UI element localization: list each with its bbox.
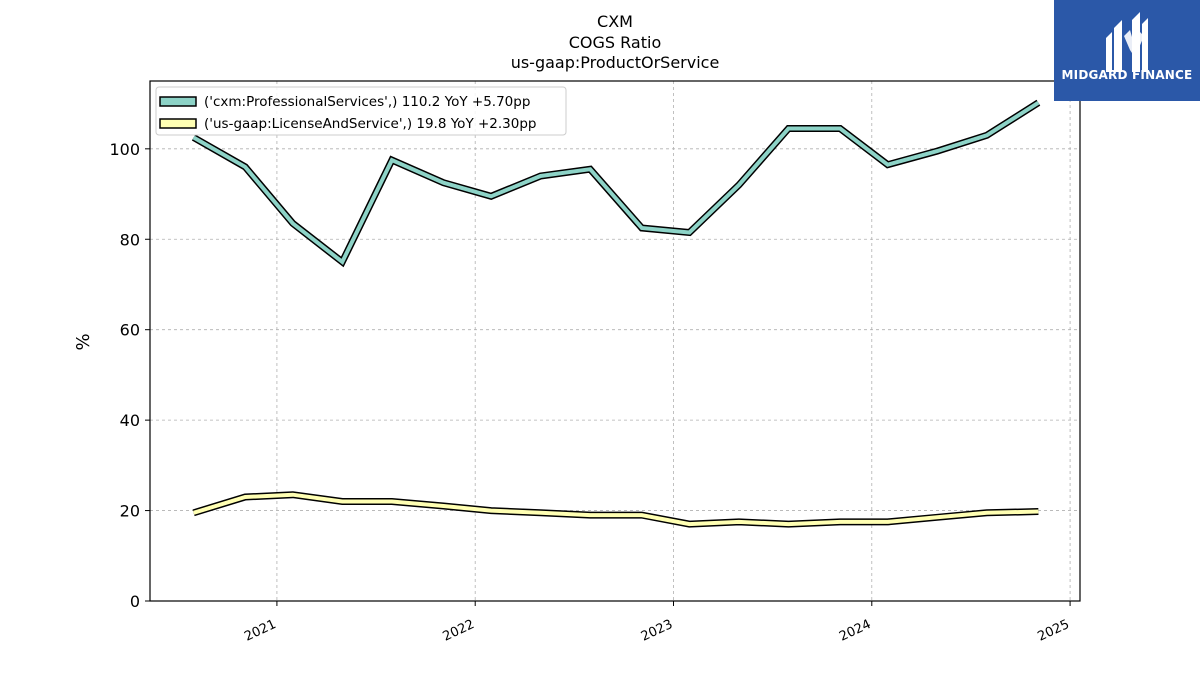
y-tick-label: 80 <box>120 230 140 249</box>
midgard-finance-logo: MIDGARD FINANCE <box>1054 0 1200 101</box>
y-tick-label: 40 <box>120 411 140 430</box>
legend: ('cxm:ProfessionalServices',) 110.2 YoY … <box>155 86 567 136</box>
x-axis: 2021 2022 2023 2024 2025 <box>242 601 1072 645</box>
legend-entry-label: ('cxm:ProfessionalServices',) 110.2 YoY … <box>204 94 530 110</box>
logo-text: MIDGARD FINANCE <box>1061 68 1193 82</box>
logo-mark-icon <box>1054 0 1200 101</box>
chart-title-line-3: us-gaap:ProductOrService <box>511 53 720 72</box>
legend-box <box>155 86 567 136</box>
series-1-line <box>192 101 1040 265</box>
x-tick-label: 2025 <box>1035 617 1071 645</box>
chart-title: CXM COGS Ratio us-gaap:ProductOrService <box>511 12 720 72</box>
legend-swatch <box>159 118 197 129</box>
y-tick-label: 60 <box>120 321 140 340</box>
chart-title-line-1: CXM <box>597 12 633 31</box>
series-layer <box>191 99 1041 528</box>
x-tick-label: 2024 <box>837 617 873 645</box>
x-tick-label: 2023 <box>639 617 675 645</box>
grid <box>150 81 1080 601</box>
legend-entry-label: ('us-gaap:LicenseAndService',) 19.8 YoY … <box>204 116 537 132</box>
y-tick-label: 20 <box>120 502 140 521</box>
y-axis-label: % <box>73 333 94 350</box>
y-axis: 0 20 40 60 80 100 <box>109 140 150 611</box>
legend-swatch <box>159 96 197 107</box>
series-2-line <box>193 492 1039 527</box>
y-tick-label: 0 <box>130 592 140 611</box>
chart-title-line-2: COGS Ratio <box>569 33 661 52</box>
plot-area-frame <box>149 80 1081 602</box>
x-tick-label: 2022 <box>441 617 477 645</box>
x-tick-label: 2021 <box>242 617 278 645</box>
y-tick-label: 100 <box>109 140 140 159</box>
